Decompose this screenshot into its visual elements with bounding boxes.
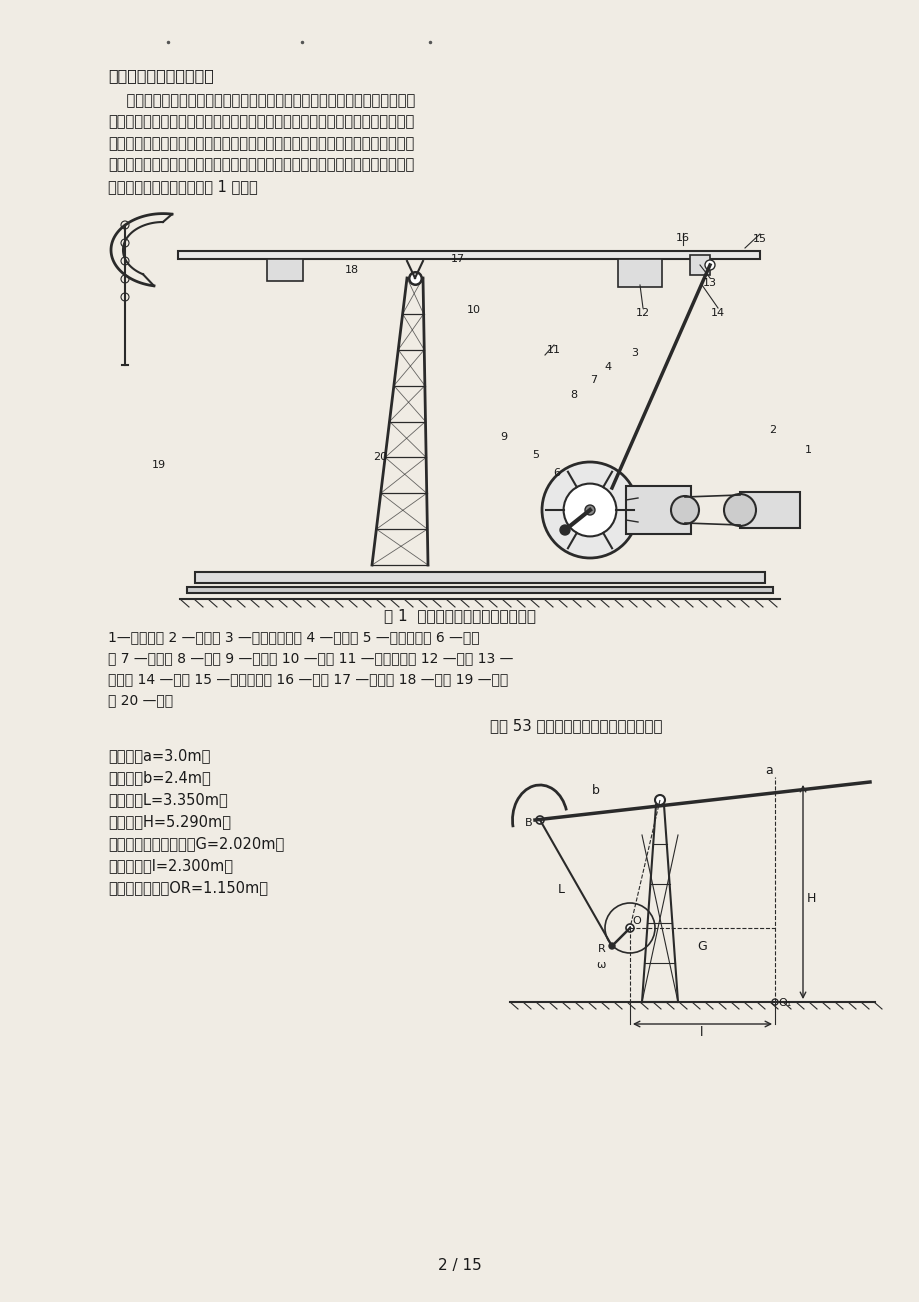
Text: 前臂长：a=3.0m；: 前臂长：a=3.0m； bbox=[108, 749, 210, 763]
Text: G: G bbox=[697, 940, 706, 953]
Circle shape bbox=[654, 796, 664, 805]
Bar bbox=[267, 259, 302, 281]
Text: 9: 9 bbox=[500, 432, 507, 441]
Text: O₁: O₁ bbox=[777, 999, 790, 1008]
Text: 19: 19 bbox=[152, 460, 166, 470]
Text: 图 1  常规游梁式抽油机基本机构图: 图 1 常规游梁式抽油机基本机构图 bbox=[383, 608, 536, 622]
Bar bbox=[187, 587, 772, 592]
Text: 曲柄旋转半径：OR=1.150m。: 曲柄旋转半径：OR=1.150m。 bbox=[108, 880, 267, 894]
Text: 2 / 15: 2 / 15 bbox=[437, 1258, 482, 1273]
Text: 11: 11 bbox=[547, 345, 561, 355]
Text: L: L bbox=[558, 883, 564, 896]
Text: 15: 15 bbox=[752, 234, 766, 243]
Text: 14: 14 bbox=[710, 309, 724, 318]
Text: 6: 6 bbox=[553, 467, 560, 478]
Bar bbox=[177, 251, 759, 259]
Text: 4: 4 bbox=[604, 362, 611, 372]
Bar bbox=[689, 255, 709, 275]
Circle shape bbox=[704, 260, 714, 270]
Circle shape bbox=[563, 483, 616, 536]
Text: b: b bbox=[591, 784, 599, 797]
Text: 8: 8 bbox=[570, 391, 577, 400]
Text: 2: 2 bbox=[768, 424, 776, 435]
Text: 水平中距：l=2.300m；: 水平中距：l=2.300m； bbox=[108, 858, 233, 874]
Text: 20: 20 bbox=[372, 452, 387, 462]
Text: H: H bbox=[806, 892, 815, 905]
Text: 横梁轴 14 —横梁 15 —游梁平衡块 16 —游梁 17 —支架轴 18 —驴头 19 —悬绳: 横梁轴 14 —横梁 15 —游梁平衡块 16 —游梁 17 —支架轴 18 —… bbox=[108, 672, 507, 686]
Circle shape bbox=[670, 496, 698, 523]
Text: 17: 17 bbox=[450, 254, 465, 264]
Text: 常规 53 型游梁式抽油机结构尺寸示意图: 常规 53 型游梁式抽油机结构尺寸示意图 bbox=[490, 717, 662, 733]
Circle shape bbox=[608, 943, 614, 949]
Text: 10: 10 bbox=[467, 305, 481, 315]
Text: 减速器输出轴中心高：G=2.020m；: 减速器输出轴中心高：G=2.020m； bbox=[108, 836, 284, 852]
Text: 和连杆机构等部分组成。减速器将动力机的高速旋转运动变为曲柄轴的低速旋转: 和连杆机构等部分组成。减速器将动力机的高速旋转运动变为曲柄轴的低速旋转 bbox=[108, 115, 414, 129]
Text: 1: 1 bbox=[803, 445, 811, 454]
Text: 7: 7 bbox=[590, 375, 597, 385]
Text: R: R bbox=[597, 944, 605, 954]
Text: 1—刹车装置 2 —电动机 3 —减速器皮带轮 4 —减速器 5 —动力输入轴 6 —中间: 1—刹车装置 2 —电动机 3 —减速器皮带轮 4 —减速器 5 —动力输入轴 … bbox=[108, 630, 479, 644]
Circle shape bbox=[625, 924, 633, 932]
Circle shape bbox=[584, 505, 595, 516]
Circle shape bbox=[536, 816, 543, 824]
Circle shape bbox=[771, 999, 777, 1005]
Circle shape bbox=[560, 525, 570, 535]
Text: 18: 18 bbox=[345, 266, 358, 275]
Text: l: l bbox=[699, 1026, 703, 1039]
Text: 器 20 —底座: 器 20 —底座 bbox=[108, 693, 173, 707]
Text: 运动；曲柄轴的低速旋转圆周运动由连杆机构变为驴头悬绳器的上下往复直线运: 运动；曲柄轴的低速旋转圆周运动由连杆机构变为驴头悬绳器的上下往复直线运 bbox=[108, 135, 414, 151]
Text: 后臂长：b=2.4m；: 后臂长：b=2.4m； bbox=[108, 769, 210, 785]
Bar bbox=[625, 486, 690, 534]
Text: 抽油机机种，基本结构如图 1 所示：: 抽油机机种，基本结构如图 1 所示： bbox=[108, 178, 257, 194]
Circle shape bbox=[541, 462, 637, 559]
Text: ω: ω bbox=[596, 960, 605, 970]
Circle shape bbox=[607, 483, 617, 493]
Text: a: a bbox=[765, 764, 772, 777]
Text: 游梁式抽油机的工作原理: 游梁式抽油机的工作原理 bbox=[108, 68, 213, 83]
Text: O: O bbox=[631, 917, 640, 926]
Text: 连杆长：L=3.350m；: 连杆长：L=3.350m； bbox=[108, 792, 228, 807]
Bar bbox=[195, 572, 765, 583]
Text: 13: 13 bbox=[702, 279, 716, 288]
Text: 轴 7 —输出轴 8 —曲柄 9 —曲柄销 10 —支架 11 —曲柄平衡块 12 —连杆 13 —: 轴 7 —输出轴 8 —曲柄 9 —曲柄销 10 —支架 11 —曲柄平衡块 1… bbox=[108, 651, 513, 665]
Text: 动，从而带动抽油泵进行抽油工作。游梁式抽油机是机械采油设备中问世最早的: 动，从而带动抽油泵进行抽油工作。游梁式抽油机是机械采油设备中问世最早的 bbox=[108, 158, 414, 172]
Text: B: B bbox=[525, 818, 532, 828]
Text: 16: 16 bbox=[675, 233, 689, 243]
Circle shape bbox=[723, 493, 755, 526]
Text: 5: 5 bbox=[532, 450, 539, 460]
Text: 支架高：H=5.290m；: 支架高：H=5.290m； bbox=[108, 814, 231, 829]
Bar bbox=[739, 492, 800, 529]
Text: 游梁式抽油机是有杆抽油系统的地面驱动装置，它由动力机、减速器、机架: 游梁式抽油机是有杆抽油系统的地面驱动装置，它由动力机、减速器、机架 bbox=[108, 92, 414, 108]
Text: 3: 3 bbox=[630, 348, 638, 358]
Text: 12: 12 bbox=[635, 309, 650, 318]
Bar bbox=[618, 259, 662, 286]
